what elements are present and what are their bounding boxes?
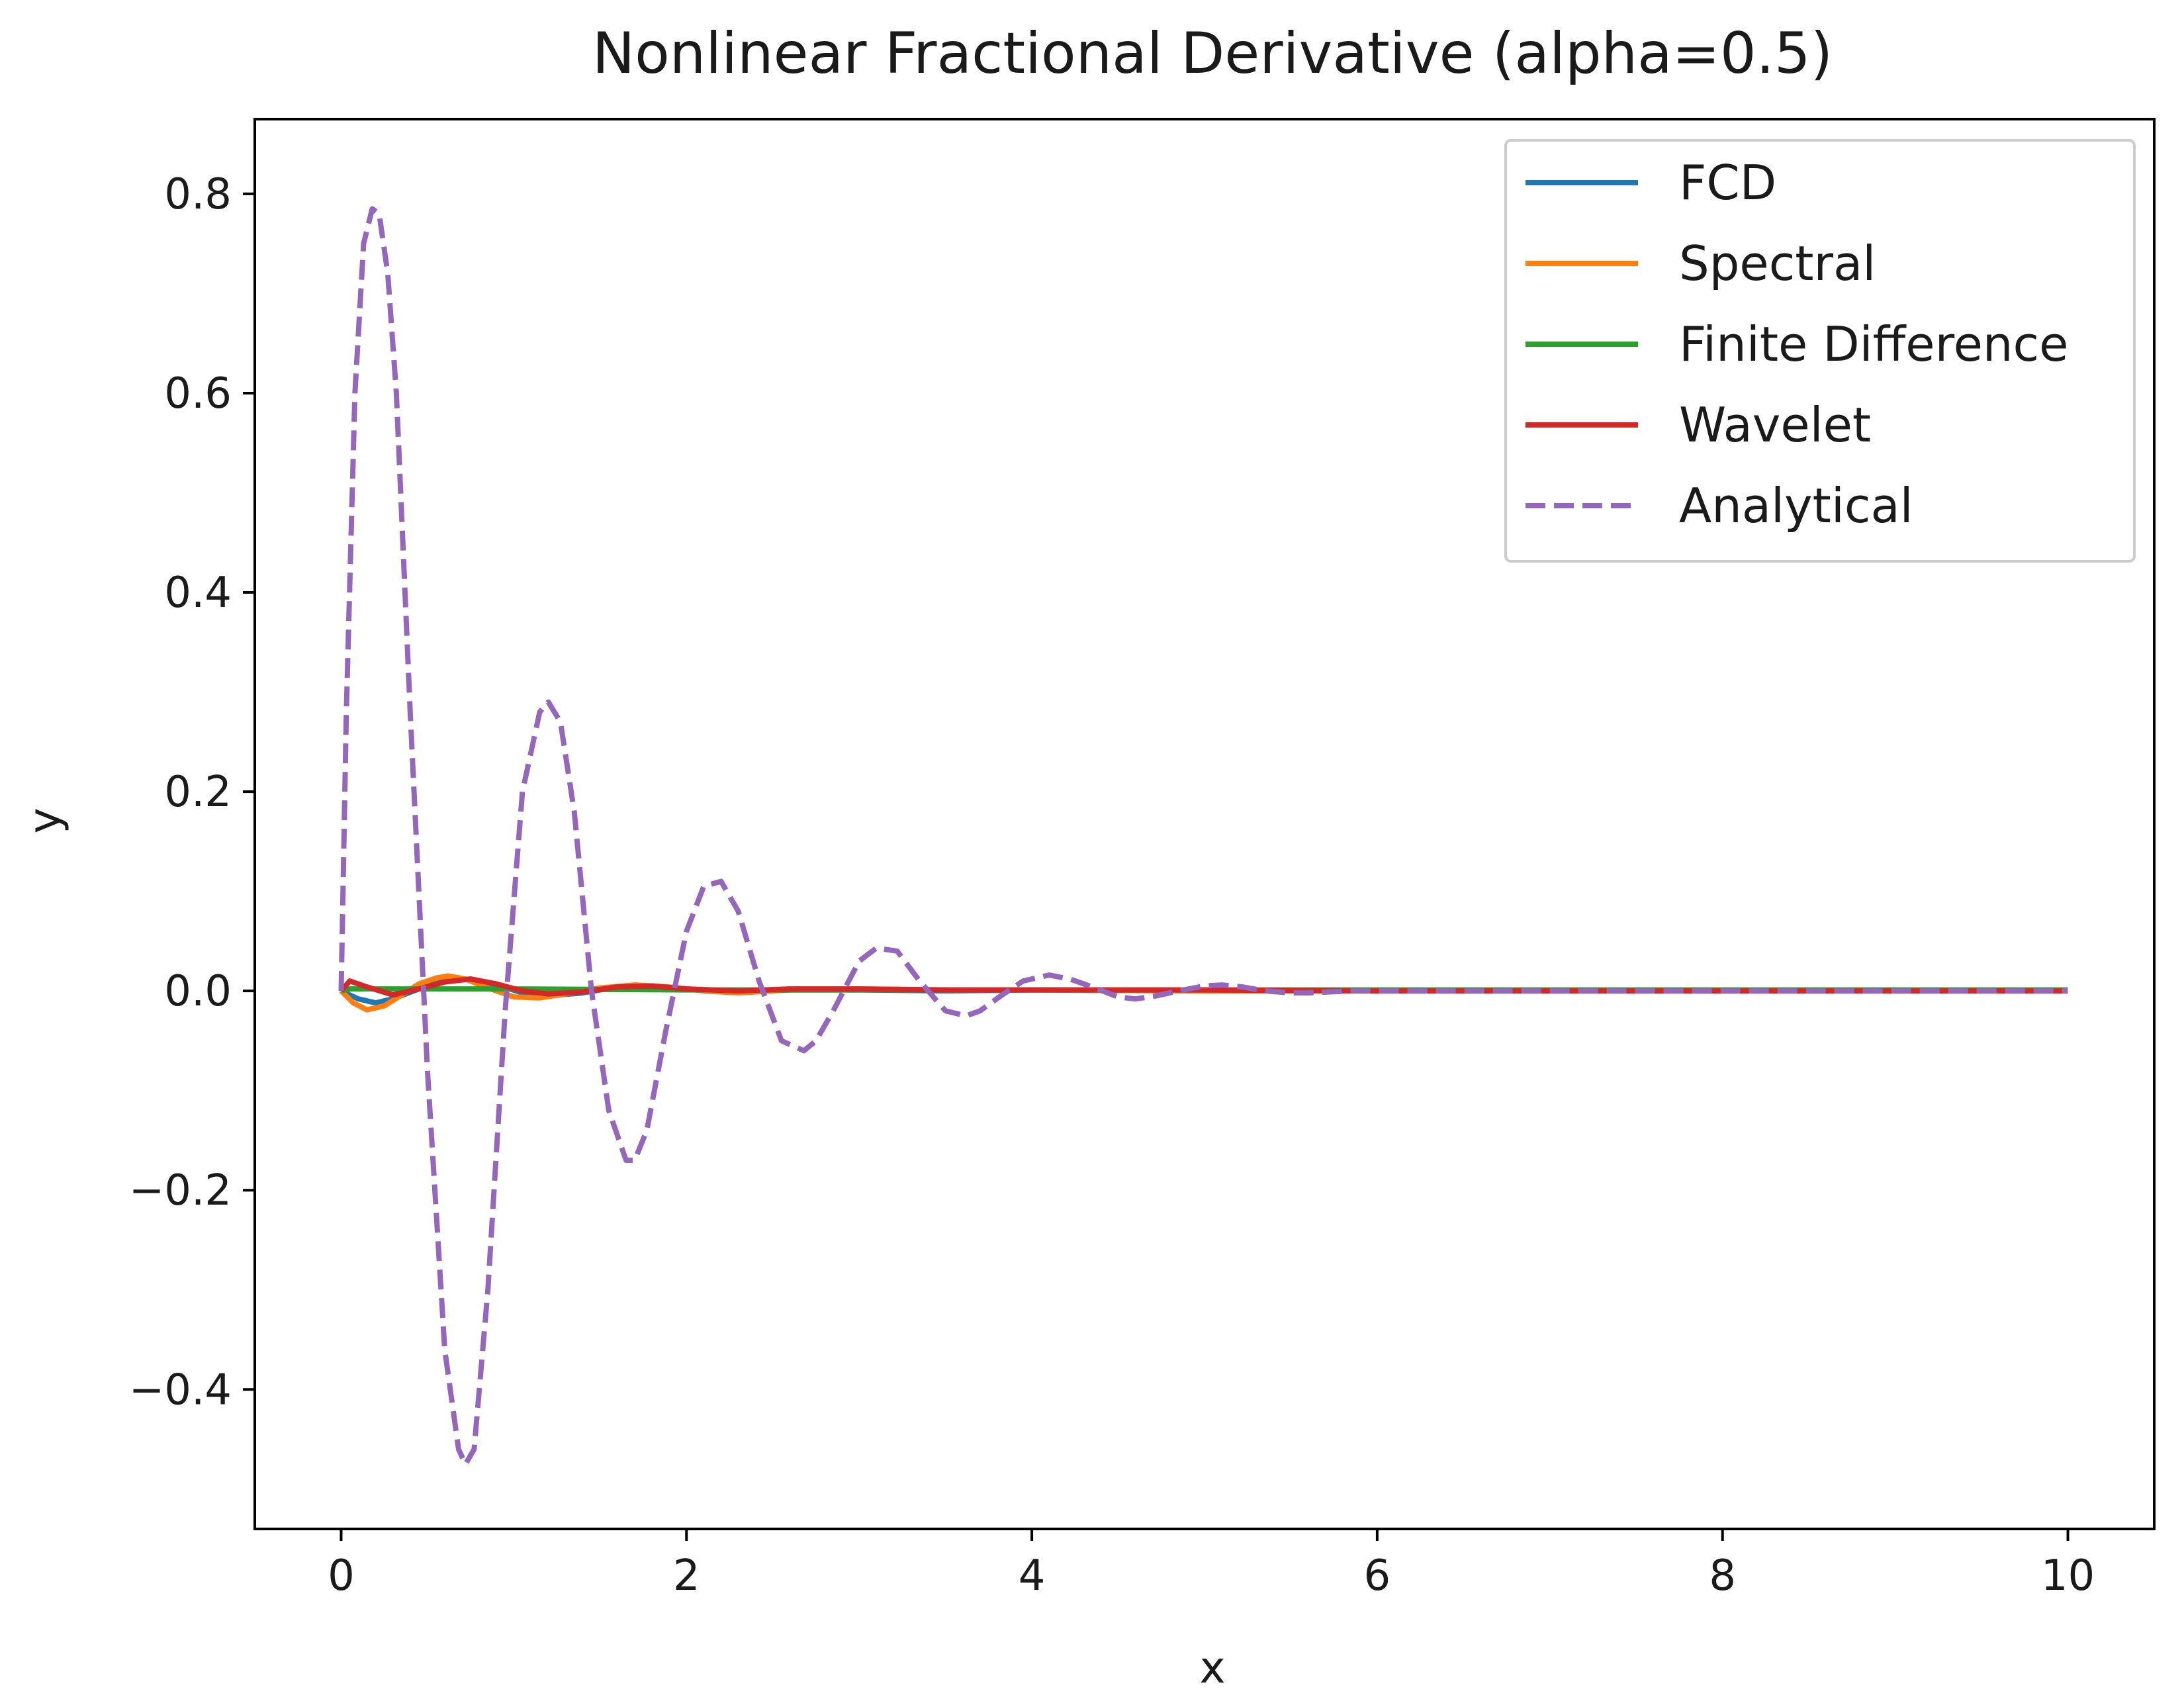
x-tick-label: 4 <box>1019 1551 1046 1600</box>
legend-label: FCD <box>1679 155 1776 210</box>
y-tick-label: 0.4 <box>164 569 232 618</box>
y-tick-label: 0.0 <box>164 967 232 1016</box>
series-line-analytical <box>338 206 2068 1467</box>
y-tick-label: 0.2 <box>164 768 232 817</box>
plot-frame <box>253 118 2156 1530</box>
y-tick-label: 0.8 <box>164 170 232 219</box>
y-axis-label: y <box>19 807 70 833</box>
x-tick-label: 6 <box>1364 1551 1391 1600</box>
x-axis-label: x <box>1199 1642 1225 1693</box>
legend-label: Spectral <box>1679 236 1876 291</box>
x-axis: 0 2 4 6 8 10 <box>328 1529 2095 1600</box>
legend: FCD Spectral Finite Difference Wavelet Analy… <box>1504 139 2136 563</box>
chart-title: Nonlinear Fractional Derivative (alpha=0… <box>592 21 1833 87</box>
x-tick-label: 0 <box>328 1551 355 1600</box>
x-tick-label: 8 <box>1709 1551 1736 1600</box>
legend-label: Wavelet <box>1679 397 1871 453</box>
y-axis: −0.4 −0.2 0.0 0.2 0.4 0.6 0.8 <box>129 170 255 1414</box>
plot-area <box>253 118 2156 1530</box>
legend-label: Analytical <box>1679 478 1913 533</box>
x-tick-label: 2 <box>673 1551 700 1600</box>
y-tick-label: 0.6 <box>164 369 232 418</box>
y-tick-label: −0.2 <box>129 1166 232 1215</box>
series-group <box>338 206 2068 1467</box>
series-line-wavelet <box>339 976 2068 998</box>
legend-label: Finite Difference <box>1679 316 2068 372</box>
x-tick-label: 10 <box>2041 1551 2095 1600</box>
legend-box <box>1504 139 2136 563</box>
y-tick-label: −0.4 <box>129 1365 232 1414</box>
